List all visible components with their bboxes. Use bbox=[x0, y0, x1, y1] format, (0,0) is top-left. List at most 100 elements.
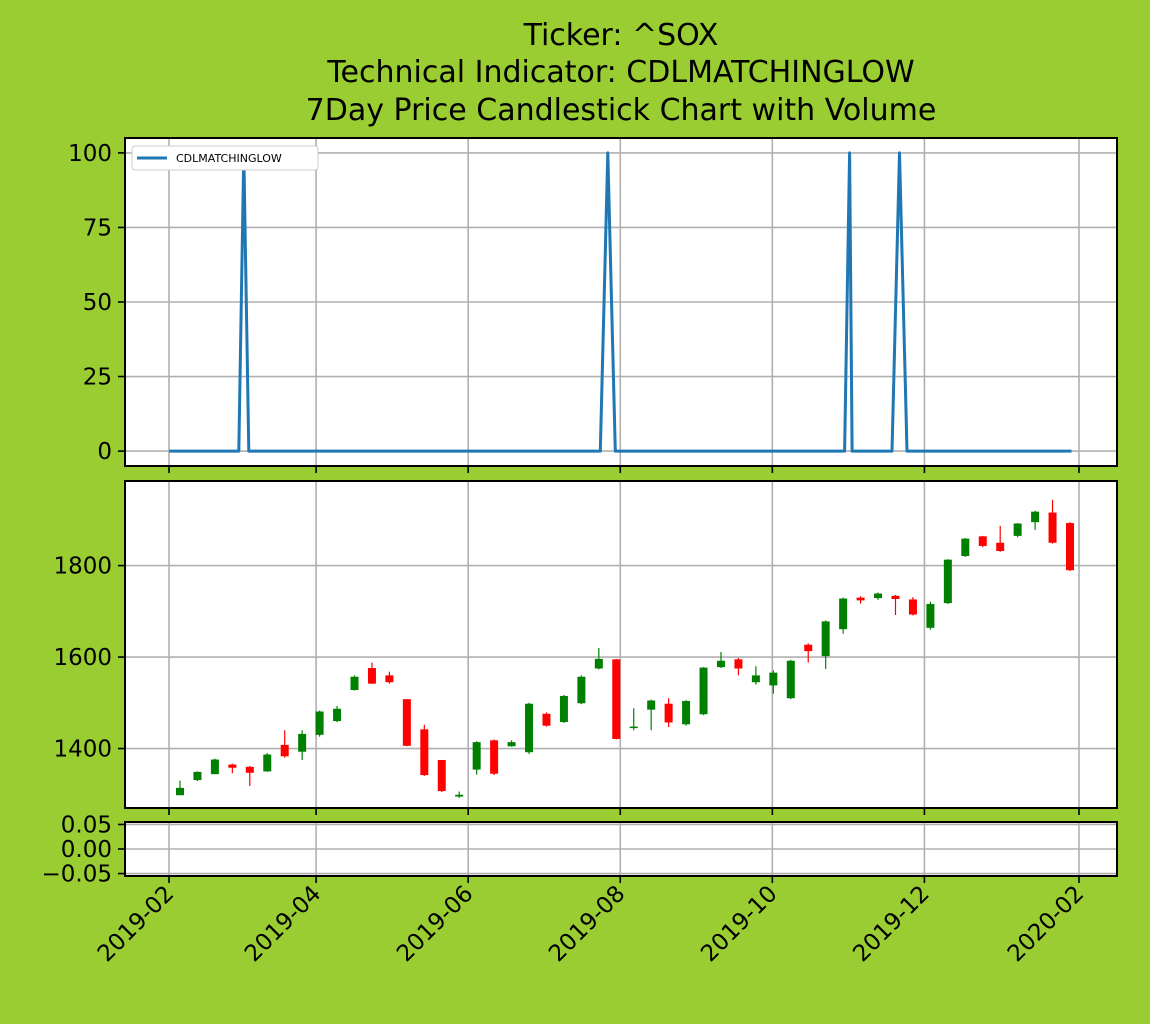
price-y-tick-label-2: 1800 bbox=[53, 554, 112, 580]
volume-panel: 0.050.00−0.05 bbox=[42, 812, 1118, 888]
candle-1 bbox=[193, 771, 202, 782]
candle-body-19 bbox=[507, 742, 516, 747]
price-y-tick-label-0: 1400 bbox=[53, 737, 112, 763]
candle-body-44 bbox=[943, 559, 952, 604]
candle-body-0 bbox=[176, 787, 184, 796]
candle-28 bbox=[664, 698, 673, 728]
candle-8 bbox=[315, 710, 324, 737]
chart-title: Ticker: ^SOX Technical Indicator: CDLMAT… bbox=[306, 18, 937, 128]
legend-label: CDLMATCHINGLOW bbox=[176, 152, 282, 165]
price-candles bbox=[176, 499, 1074, 798]
volume-x-ticks bbox=[168, 876, 1080, 883]
candle-43 bbox=[926, 601, 935, 630]
candle-body-16 bbox=[455, 794, 464, 797]
candle-body-42 bbox=[908, 599, 917, 615]
candle-35 bbox=[786, 659, 795, 700]
indicator-frame bbox=[124, 137, 1118, 467]
indicator-panel: 0 25 50 75 100 CDLMATCHINGLOW bbox=[68, 137, 1118, 473]
candle-body-50 bbox=[1048, 512, 1057, 543]
candle-body-28 bbox=[664, 703, 673, 723]
candle-body-33 bbox=[751, 675, 760, 683]
candle-17 bbox=[472, 741, 481, 775]
indicator-y-tick-label-1: 25 bbox=[83, 365, 112, 391]
candle-body-51 bbox=[1066, 523, 1074, 571]
candle-34 bbox=[769, 670, 778, 694]
candle-body-13 bbox=[402, 699, 411, 746]
indicator-legend: CDLMATCHINGLOW bbox=[131, 145, 319, 171]
candle-41 bbox=[891, 594, 900, 616]
candle-body-20 bbox=[525, 703, 534, 753]
candle-33 bbox=[751, 666, 760, 685]
x-axis-date-labels: 2019-02 2019-04 2019-06 2019-08 2019-10 2019-… bbox=[93, 881, 1089, 967]
chart-title-line-2: Technical Indicator: CDLMATCHINGLOW bbox=[326, 55, 914, 90]
candle-body-25 bbox=[612, 659, 621, 739]
price-x-ticks bbox=[168, 808, 1080, 815]
indicator-x-ticks bbox=[168, 466, 1080, 473]
candle-body-11 bbox=[367, 668, 376, 684]
indicator-y-tick-label-4: 100 bbox=[68, 141, 112, 167]
candle-body-14 bbox=[420, 729, 429, 776]
volume-y-tick-label-2: −0.05 bbox=[42, 862, 112, 888]
candle-body-35 bbox=[786, 660, 795, 699]
candle-body-7 bbox=[298, 733, 307, 752]
candle-body-31 bbox=[716, 660, 725, 668]
candle-body-40 bbox=[874, 593, 883, 599]
candle-13 bbox=[402, 699, 411, 747]
candle-6 bbox=[280, 730, 289, 758]
chart-title-line-1: Ticker: ^SOX bbox=[523, 18, 719, 53]
candle-39 bbox=[856, 596, 865, 604]
x-tick-label-2: 2019-06 bbox=[392, 881, 478, 967]
candle-20 bbox=[525, 702, 534, 755]
candle-body-47 bbox=[996, 542, 1005, 551]
volume-y-axis: 0.050.00−0.05 bbox=[42, 812, 125, 888]
candle-42 bbox=[908, 597, 917, 616]
price-frame bbox=[124, 480, 1118, 809]
volume-frame bbox=[124, 821, 1118, 877]
candle-body-37 bbox=[821, 621, 830, 657]
candle-45 bbox=[961, 538, 970, 557]
candle-23 bbox=[577, 675, 586, 705]
candle-0 bbox=[176, 780, 184, 796]
candle-48 bbox=[1013, 523, 1022, 538]
candle-body-24 bbox=[594, 658, 603, 669]
candle-29 bbox=[682, 700, 691, 726]
candle-body-4 bbox=[245, 766, 254, 773]
legend-box bbox=[131, 145, 319, 171]
candle-49 bbox=[1031, 510, 1040, 530]
candle-body-41 bbox=[891, 595, 900, 599]
candle-21 bbox=[542, 712, 551, 727]
candle-30 bbox=[699, 667, 708, 716]
chart-title-line-3: 7Day Price Candlestick Chart with Volume bbox=[306, 93, 937, 128]
volume-grid bbox=[125, 822, 1117, 876]
candle-25 bbox=[612, 658, 621, 740]
candle-51 bbox=[1066, 522, 1074, 572]
candle-body-49 bbox=[1031, 511, 1040, 523]
candle-body-6 bbox=[280, 744, 289, 757]
candle-50 bbox=[1048, 499, 1057, 544]
candle-9 bbox=[333, 706, 342, 723]
candle-24 bbox=[594, 647, 603, 670]
candle-12 bbox=[385, 671, 394, 684]
candle-body-23 bbox=[577, 676, 586, 704]
candle-15 bbox=[437, 759, 446, 792]
candle-body-3 bbox=[228, 764, 237, 768]
volume-y-tick-label-0: 0.05 bbox=[61, 812, 112, 838]
candle-3 bbox=[228, 763, 237, 774]
candle-38 bbox=[839, 597, 848, 634]
candle-11 bbox=[367, 662, 376, 685]
candle-body-2 bbox=[210, 759, 219, 775]
indicator-y-axis: 0 25 50 75 100 bbox=[68, 141, 125, 465]
candle-14 bbox=[420, 724, 429, 776]
candle-47 bbox=[996, 525, 1005, 552]
candle-body-1 bbox=[193, 771, 202, 781]
candle-31 bbox=[716, 652, 725, 669]
price-panel: 1400 1600 1800 bbox=[53, 480, 1118, 815]
indicator-y-tick-label-2: 50 bbox=[83, 290, 112, 316]
candle-body-18 bbox=[490, 740, 499, 774]
candle-body-48 bbox=[1013, 523, 1022, 536]
indicator-y-tick-label-0: 0 bbox=[97, 439, 112, 465]
candle-body-32 bbox=[734, 659, 743, 669]
candle-19 bbox=[507, 740, 516, 747]
x-tick-label-0: 2019-02 bbox=[93, 881, 179, 967]
